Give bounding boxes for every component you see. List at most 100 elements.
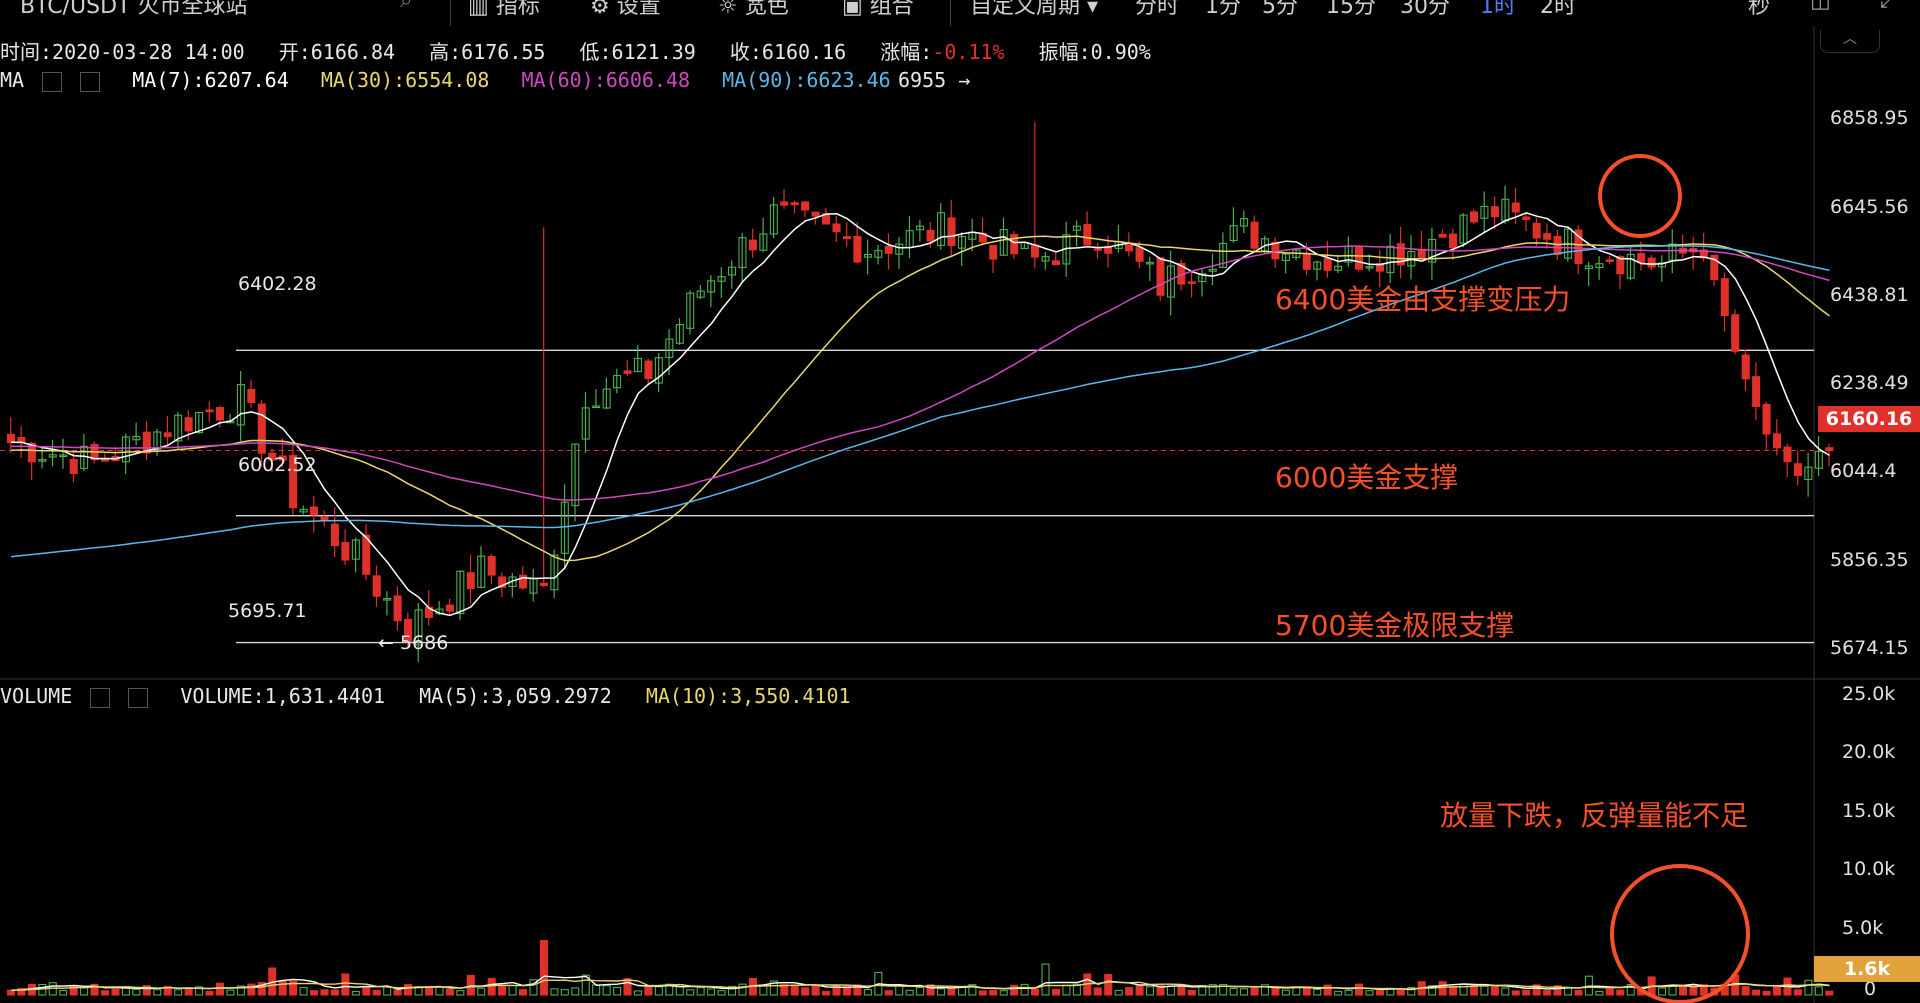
- indicators-button[interactable]: ▥ 指标: [468, 0, 540, 20]
- fullscreen-icon[interactable]: ⤢: [1880, 0, 1898, 13]
- volume-bar: [508, 985, 517, 996]
- candle-body: [592, 405, 601, 409]
- volume-bar: [1595, 990, 1604, 996]
- volume-bar: [393, 989, 402, 996]
- volume-bar: [613, 986, 622, 996]
- layout-button[interactable]: ▣ 组合: [842, 0, 914, 20]
- volume-bar: [6, 989, 15, 996]
- volume-bar: [592, 984, 601, 996]
- period-tab[interactable]: 2时: [1540, 0, 1576, 19]
- theme-button[interactable]: ☼ 宽色: [718, 0, 789, 20]
- candle-body: [1031, 244, 1040, 258]
- volume-bar: [1574, 989, 1583, 996]
- settings-button[interactable]: ⚙ 设置: [590, 0, 661, 20]
- search-icon[interactable]: ⌕: [400, 0, 413, 13]
- candle-body: [1281, 253, 1290, 262]
- volume-bar: [801, 987, 810, 996]
- volume-bar: [383, 986, 392, 996]
- ma60-value: MA(60):6606.48: [521, 68, 691, 92]
- candle-body: [38, 459, 47, 462]
- y-tick: 6044.4: [1830, 460, 1897, 482]
- candle-body: [1449, 233, 1458, 249]
- settings-label: 设置: [616, 0, 661, 19]
- volume-bar: [278, 980, 287, 996]
- symbol-title[interactable]: BTC/USDT 火币全球站: [20, 0, 248, 19]
- volume-bar: [142, 985, 151, 996]
- volume-bar: [1762, 990, 1771, 996]
- candle-body: [623, 370, 632, 374]
- volume-bar: [1281, 989, 1290, 996]
- candle-body: [999, 229, 1008, 256]
- candle-body: [926, 229, 935, 242]
- candle-body: [69, 459, 78, 475]
- period-tab[interactable]: 15分: [1326, 0, 1376, 19]
- volume-bar: [498, 984, 507, 996]
- volume-bar: [1501, 987, 1510, 996]
- level-label-6002: 6002.52: [238, 454, 317, 476]
- candle-body: [1574, 229, 1583, 264]
- camera-icon[interactable]: ◫: [1810, 0, 1831, 13]
- y-tick: 6438.81: [1830, 284, 1909, 306]
- candle-body: [874, 250, 883, 258]
- highlight-circle: [1610, 864, 1750, 1003]
- candle-body: [1041, 256, 1050, 262]
- candle-body: [498, 576, 507, 588]
- volume-bar: [1334, 990, 1343, 996]
- candle-body: [936, 212, 946, 246]
- volume-bar: [1814, 986, 1823, 996]
- period-tab[interactable]: 5分: [1262, 0, 1298, 19]
- candle-body: [675, 324, 684, 344]
- volume-bar: [1741, 986, 1750, 996]
- period-tab[interactable]: 1分: [1205, 0, 1241, 19]
- candle-body: [153, 431, 162, 451]
- collapse-button[interactable]: ︿: [1820, 30, 1880, 53]
- close-icon[interactable]: [128, 687, 149, 708]
- volume-bar: [309, 990, 319, 996]
- candle-body: [1616, 255, 1625, 275]
- volume-bar: [895, 985, 904, 996]
- candle-body: [863, 253, 872, 258]
- volume-bar: [101, 990, 110, 996]
- volume-bar: [1532, 984, 1541, 996]
- period-tab[interactable]: 分时: [1135, 0, 1180, 19]
- settings-icon[interactable]: [90, 687, 111, 708]
- volume-bar: [863, 988, 872, 996]
- volume-bar: [707, 988, 716, 996]
- candle-body: [299, 508, 308, 513]
- volume-bar: [424, 986, 433, 996]
- period-tab[interactable]: 30分: [1400, 0, 1450, 19]
- settings-icon[interactable]: [42, 71, 63, 92]
- volume-bar: [769, 980, 778, 996]
- volume-bar: [550, 988, 559, 996]
- volume-ma5-value: MA(5):3,059.2972: [419, 684, 612, 708]
- candle-body: [1438, 233, 1447, 238]
- seconds-button[interactable]: 秒: [1748, 0, 1771, 19]
- volume-bar: [195, 986, 204, 996]
- toolbar-divider: [950, 0, 951, 26]
- chevron-up-icon: ︿: [1843, 31, 1857, 47]
- candle-body: [1469, 211, 1478, 223]
- volume-bar: [989, 989, 998, 996]
- candle-body: [174, 414, 183, 442]
- candle-body: [1198, 273, 1207, 283]
- amplitude-value: 振幅:0.90%: [1038, 40, 1151, 64]
- candle-body: [1386, 245, 1395, 274]
- period-tab-active[interactable]: 1时: [1480, 0, 1516, 19]
- candle-body: [665, 338, 674, 358]
- candle-body: [372, 575, 381, 597]
- volume-bar: [1229, 987, 1238, 996]
- candle-body: [1093, 248, 1102, 251]
- candle-body: [1459, 214, 1468, 244]
- candle-body: [717, 276, 726, 282]
- volume-bar: [330, 989, 339, 996]
- volume-bar: [518, 989, 528, 996]
- candle-body: [414, 609, 423, 646]
- candle-body: [330, 523, 339, 547]
- volume-bar: [1449, 986, 1458, 996]
- candle-body: [1584, 265, 1593, 270]
- candle-body: [842, 236, 851, 240]
- y-tick: 5674.15: [1830, 637, 1909, 659]
- close-icon[interactable]: [80, 71, 101, 92]
- custom-period-dropdown[interactable]: 自定义周期 ▾: [970, 0, 1099, 19]
